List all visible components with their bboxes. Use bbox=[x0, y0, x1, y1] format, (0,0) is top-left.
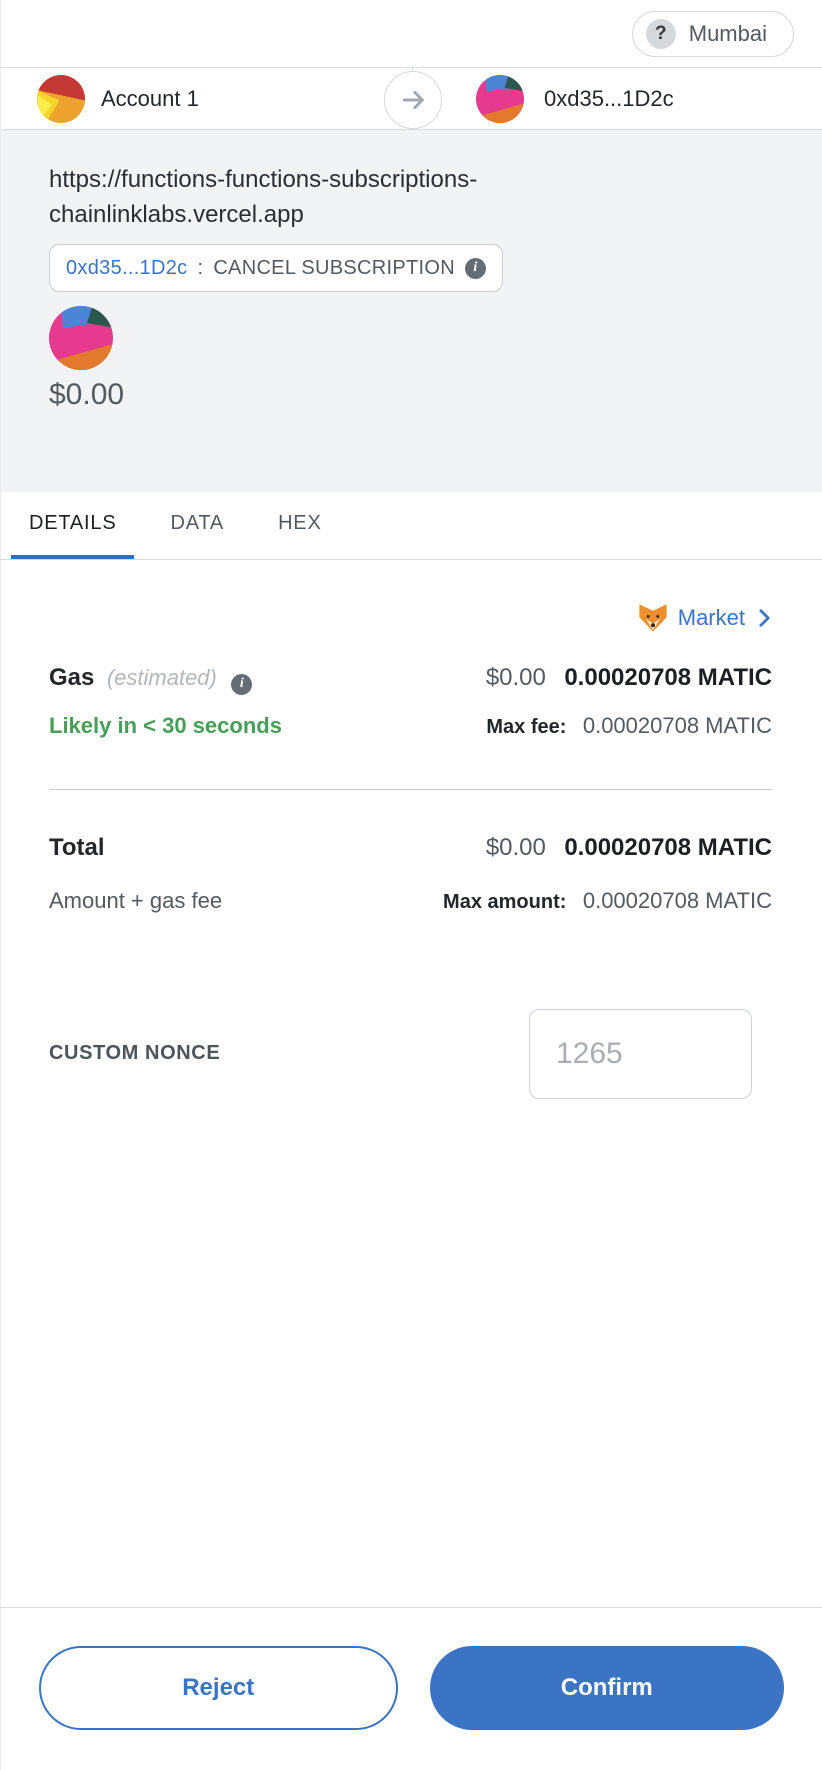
recipient-address: 0xd35...1D2c bbox=[544, 85, 674, 111]
sender-account: Account 1 bbox=[1, 74, 199, 123]
confirm-button[interactable]: Confirm bbox=[429, 1646, 784, 1730]
max-amount-value: 0.00020708 MATIC bbox=[582, 887, 772, 913]
max-fee-value: 0.00020708 MATIC bbox=[582, 712, 772, 738]
chevron-right-icon bbox=[759, 609, 770, 627]
arrow-right-icon bbox=[402, 91, 424, 109]
recipient-account: 0xd35...1D2c bbox=[476, 74, 674, 123]
gas-label: Gas bbox=[49, 664, 95, 691]
action-footer: Reject Confirm bbox=[1, 1607, 822, 1770]
tab-hex[interactable]: HEX bbox=[278, 512, 322, 534]
custom-nonce-row: CUSTOM NONCE bbox=[49, 1008, 772, 1099]
max-fee-group: Max fee: 0.00020708 MATIC bbox=[486, 713, 772, 739]
gas-crypto-value: 0.00020708 MATIC bbox=[564, 664, 772, 691]
network-bar: ? Mumbai bbox=[1, 0, 822, 68]
direction-arrow bbox=[384, 68, 442, 129]
section-divider bbox=[49, 788, 772, 790]
gas-label-group: Gas (estimated) i bbox=[49, 664, 253, 695]
sender-account-name: Account 1 bbox=[101, 85, 199, 111]
gas-values: $0.00 0.00020708 MATIC bbox=[486, 664, 772, 692]
max-amount-label: Max amount: bbox=[443, 890, 567, 913]
total-row: Total $0.00 0.00020708 MATIC bbox=[49, 834, 772, 862]
origin-url: https://functions-functions-subscription… bbox=[49, 166, 478, 228]
accounts-row: Account 1 0xd35...1D2c bbox=[1, 68, 822, 130]
details-content: Market Gas (estimated) i $0.00 0.0002070… bbox=[1, 560, 822, 1607]
pill-separator: : bbox=[197, 256, 204, 279]
total-values: $0.00 0.00020708 MATIC bbox=[486, 834, 772, 862]
tab-data[interactable]: DATA bbox=[170, 512, 225, 534]
tab-details[interactable]: DETAILS bbox=[11, 492, 135, 559]
fox-icon bbox=[639, 604, 667, 632]
contract-method: CANCEL SUBSCRIPTION bbox=[213, 256, 455, 279]
contract-address: 0xd35...1D2c bbox=[66, 256, 188, 279]
custom-nonce-input[interactable] bbox=[529, 1008, 752, 1099]
request-panel: https://functions-functions-subscription… bbox=[1, 130, 822, 492]
sender-avatar-icon bbox=[37, 74, 85, 123]
gas-info-icon[interactable]: i bbox=[231, 673, 253, 695]
gas-row: Gas (estimated) i $0.00 0.00020708 MATIC bbox=[49, 664, 772, 695]
total-fiat-value: $0.00 bbox=[485, 833, 546, 861]
total-description: Amount + gas fee bbox=[49, 887, 223, 913]
network-selector[interactable]: ? Mumbai bbox=[631, 10, 794, 57]
gas-fiat-value: $0.00 bbox=[485, 664, 546, 691]
reject-button[interactable]: Reject bbox=[39, 1646, 398, 1730]
gas-market-link[interactable]: Market bbox=[49, 602, 772, 634]
max-fee-label: Max fee: bbox=[486, 715, 567, 738]
total-secondary-row: Amount + gas fee Max amount: 0.00020708 … bbox=[49, 888, 772, 914]
transaction-fiat-amount: $0.00 bbox=[49, 378, 125, 411]
gas-estimated-qualifier: (estimated) bbox=[106, 665, 217, 690]
market-link-label: Market bbox=[677, 605, 745, 630]
total-label: Total bbox=[49, 833, 105, 861]
custom-nonce-label: CUSTOM NONCE bbox=[49, 1042, 221, 1064]
contract-method-pill[interactable]: 0xd35...1D2c : CANCEL SUBSCRIPTION i bbox=[49, 244, 503, 292]
method-info-icon[interactable]: i bbox=[464, 257, 486, 279]
unknown-network-icon: ? bbox=[645, 18, 676, 49]
network-name: Mumbai bbox=[688, 20, 767, 46]
recipient-avatar-icon bbox=[49, 306, 113, 370]
recipient-avatar-icon bbox=[476, 74, 524, 123]
max-amount-group: Max amount: 0.00020708 MATIC bbox=[443, 888, 772, 914]
gas-speed-estimate: Likely in < 30 seconds bbox=[49, 712, 282, 738]
total-crypto-value: 0.00020708 MATIC bbox=[564, 833, 772, 861]
tab-bar: DETAILS DATA HEX bbox=[1, 492, 822, 560]
gas-secondary-row: Likely in < 30 seconds Max fee: 0.000207… bbox=[49, 713, 772, 739]
